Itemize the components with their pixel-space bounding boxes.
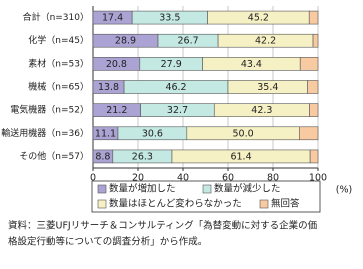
value-label: 20.8 (106, 59, 127, 70)
value-label: 30.6 (142, 128, 163, 139)
value-label: 45.2 (248, 13, 269, 24)
x-tick-label: 0 (90, 173, 96, 184)
y-tick-label: 合計（n=310） (23, 11, 89, 23)
legend-label: 数量はほとんど変わらなかった (109, 198, 242, 210)
value-label: 61.4 (230, 151, 251, 162)
value-label: 42.2 (255, 36, 276, 47)
bar-segment (307, 80, 319, 94)
legend-swatch (259, 199, 269, 209)
legend-label: 数量が減少した (214, 183, 281, 195)
legend-label: 数量が増加した (109, 183, 176, 195)
value-label: 42.3 (251, 105, 272, 116)
value-label: 8.8 (95, 151, 110, 162)
legend-box (91, 180, 321, 213)
value-label: 43.4 (241, 59, 262, 70)
x-tick-label: 20 (132, 173, 144, 184)
x-unit: (%) (336, 185, 352, 196)
y-tick-label: 機械（n=65） (28, 81, 89, 93)
value-label: 27.9 (161, 59, 182, 70)
y-tick-label: 素材（n=53） (28, 57, 89, 69)
y-tick-label: その他（n=57） (19, 150, 89, 162)
x-tick-label: 80 (267, 173, 279, 184)
source-line: 資料：三菱UFJリサーチ＆コンサルティング「為替変動に対する企業の価 (8, 220, 318, 232)
bar-segment (299, 57, 319, 71)
x-tick-label: 60 (222, 173, 234, 184)
legend-swatch (202, 184, 212, 194)
value-label: 13.8 (98, 82, 119, 93)
x-tick-label: 100 (309, 173, 327, 184)
bar-segment (308, 10, 319, 25)
legend-swatch (97, 199, 107, 209)
value-label: 21.2 (106, 105, 127, 116)
value-label: 33.5 (159, 13, 180, 24)
y-tick-label: 化学（n=45） (28, 34, 89, 46)
bar-segment (309, 149, 319, 164)
bar-segment (312, 33, 319, 48)
x-tick-label: 40 (177, 173, 189, 184)
y-tick-label: 電気機器（n=52） (10, 104, 89, 116)
value-label: 11.1 (95, 128, 116, 139)
bar-segment (309, 103, 319, 117)
value-label: 17.4 (102, 13, 123, 24)
legend-swatch (97, 184, 107, 194)
value-label: 26.7 (177, 36, 198, 47)
value-label: 35.4 (257, 82, 278, 93)
value-label: 50.0 (232, 128, 253, 139)
legend-label: 無回答 (271, 198, 300, 210)
value-label: 46.2 (165, 82, 186, 93)
value-label: 28.9 (115, 36, 136, 47)
value-label: 26.3 (132, 151, 153, 162)
source-line: 格設定行動等についての調査分析」から作成。 (8, 236, 207, 248)
bar-segment (299, 126, 319, 141)
value-label: 32.7 (167, 105, 188, 116)
y-tick-label: 輸送用機器（n=36） (1, 127, 89, 139)
